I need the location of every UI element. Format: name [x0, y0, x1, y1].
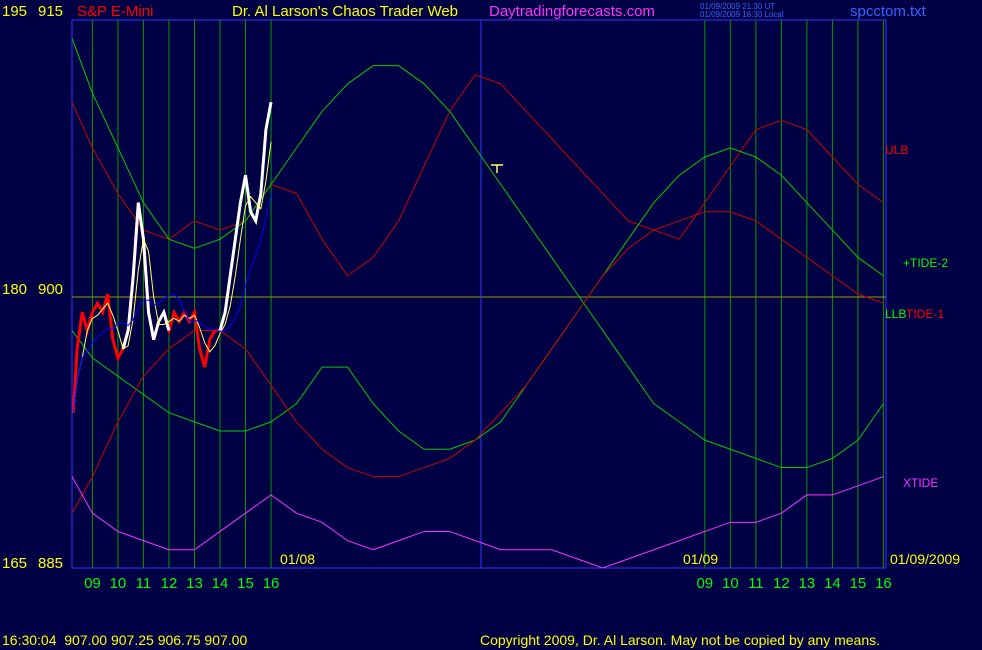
left-scale-bottom: 165: [2, 555, 28, 572]
ut-timestamp: 01/09/2009 21:30 UT: [700, 2, 776, 11]
series-line: [71, 147, 884, 450]
series-lines: [71, 38, 884, 569]
tide2-label: +TIDE-2: [903, 256, 949, 270]
x-tick-label: 13: [186, 575, 203, 592]
x-tick-label: 14: [212, 575, 229, 592]
series-line: [71, 211, 884, 514]
x-tick-label: 12: [161, 575, 178, 592]
price-bottom: 885: [38, 555, 64, 572]
price-top: 915: [38, 3, 64, 20]
x-tick-label: 13: [799, 575, 816, 592]
price-moving-average: [72, 141, 272, 413]
t-marker: [491, 164, 503, 173]
left-scale-mid: 180: [2, 281, 28, 298]
series-line: [71, 476, 884, 569]
local-timestamp: 01/09/2009 16:30 Local: [700, 10, 784, 19]
x-tick-label: 14: [824, 575, 841, 592]
x-tick-label: 16: [263, 575, 280, 592]
x-tick-label: 16: [875, 575, 892, 592]
file-name: spcctom.txt: [850, 3, 926, 20]
price-line-white: [121, 202, 171, 350]
date-label-3: 01/09/2009: [890, 551, 961, 567]
copyright: Copyright 2009, Dr. Al Larson. May not b…: [480, 632, 881, 648]
series-line: [71, 38, 884, 469]
site-title: Dr. Al Larson's Chaos Trader Web: [232, 3, 459, 20]
vertical-grid-lines: [91, 20, 884, 568]
symbol-title: S&P E-Mini: [77, 3, 154, 20]
llb-label: LLB: [885, 307, 907, 321]
price-bars: [71, 101, 273, 413]
site-url[interactable]: Daytradingforecasts.com: [489, 3, 655, 20]
xtide-label: XTIDE: [903, 476, 939, 490]
price-slow-average: [72, 194, 272, 413]
x-tick-label: 10: [722, 575, 739, 592]
x-tick-label: 09: [84, 575, 101, 592]
price-line-white: [218, 101, 273, 331]
x-tick-label: 10: [110, 575, 127, 592]
left-scale-top: 195: [2, 3, 28, 20]
x-tick-label: 11: [136, 575, 152, 592]
ulb-label: ULB: [885, 143, 909, 157]
x-tick-label: 09: [696, 575, 713, 592]
plot-border: [71, 19, 887, 569]
quote-line: 16:30:04 907.00 907.25 906.75 907.00: [2, 632, 248, 648]
x-tick-label: 15: [237, 575, 254, 592]
x-tick-label: 12: [773, 575, 790, 592]
date-label-2: 01/09: [683, 551, 719, 567]
series-line: [71, 74, 884, 277]
price-line-red: [71, 202, 220, 413]
date-label-1: 01/08: [280, 551, 316, 567]
x-tick-label: 11: [748, 575, 764, 592]
price-mid: 900: [38, 281, 64, 298]
tide1-label: TIDE-1: [906, 307, 945, 321]
x-tick-label: 15: [850, 575, 867, 592]
x-tick-labels: 09 10 11 12 13 14 15 16 09 10 11 12 13 14 15 16: [84, 575, 892, 592]
